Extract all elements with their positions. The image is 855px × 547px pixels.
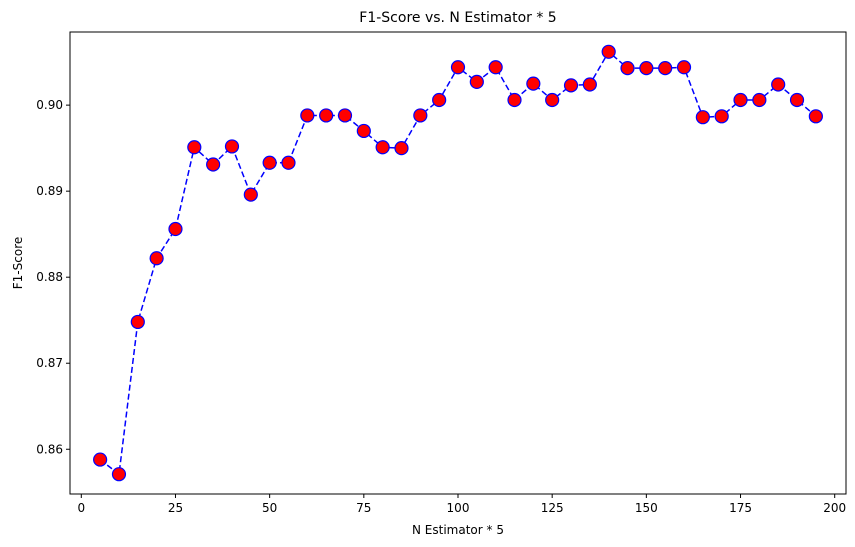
data-point	[714, 109, 729, 124]
data-point	[488, 60, 503, 75]
data-point	[450, 60, 466, 75]
data-point	[601, 44, 616, 59]
data-point	[582, 77, 597, 92]
data-point	[187, 140, 202, 155]
data-point	[149, 251, 164, 266]
data-point	[262, 155, 277, 170]
plot-frame	[69, 31, 847, 495]
y-axis: 0.86 0.87 0.88 0.89 0.90	[36, 98, 70, 456]
x-tick-label: 150	[635, 501, 658, 515]
data-point	[771, 77, 786, 92]
data-point	[733, 92, 748, 108]
x-tick-label: 125	[541, 501, 564, 515]
x-tick-label: 25	[168, 501, 183, 515]
data-point	[639, 61, 654, 76]
data-point	[243, 187, 258, 202]
data-point	[620, 61, 635, 76]
x-tick-label: 0	[77, 501, 85, 515]
x-axis: 0 25 50 75 100 125 150 175 200	[77, 494, 846, 515]
x-tick-label: 100	[447, 501, 470, 515]
x-tick-label: 175	[729, 501, 752, 515]
data-point	[281, 155, 296, 170]
data-point	[375, 140, 390, 155]
data-point	[752, 92, 767, 108]
data-point	[337, 108, 353, 123]
plot-area	[93, 44, 823, 482]
data-point	[206, 157, 221, 172]
y-tick-label: 0.89	[36, 184, 63, 198]
data-point	[130, 314, 145, 330]
data-point	[168, 221, 183, 237]
data-point	[413, 108, 428, 123]
x-axis-label: N Estimator * 5	[412, 523, 504, 537]
x-tick-label: 75	[356, 501, 371, 515]
data-point	[93, 452, 108, 467]
data-point	[808, 109, 823, 124]
data-point	[319, 108, 334, 123]
data-point	[432, 92, 447, 108]
data-point	[658, 61, 673, 76]
data-point	[695, 110, 710, 125]
data-point	[676, 60, 692, 75]
y-tick-label: 0.88	[36, 270, 63, 284]
data-point	[300, 108, 315, 123]
y-tick-label: 0.87	[36, 356, 63, 370]
data-point	[526, 76, 541, 91]
data-point	[469, 74, 484, 89]
data-point	[545, 92, 560, 108]
y-axis-label: F1-Score	[11, 237, 25, 289]
data-point	[789, 92, 805, 108]
data-point	[356, 123, 371, 139]
data-point	[394, 141, 409, 156]
y-tick-label: 0.90	[36, 98, 63, 112]
x-tick-label: 200	[823, 501, 846, 515]
data-point	[224, 139, 240, 154]
data-point	[111, 467, 127, 482]
x-tick-label: 50	[262, 501, 277, 515]
y-tick-label: 0.86	[36, 442, 63, 456]
chart-title: F1-Score vs. N Estimator * 5	[359, 10, 556, 26]
data-point	[507, 92, 522, 108]
data-point	[563, 78, 579, 93]
